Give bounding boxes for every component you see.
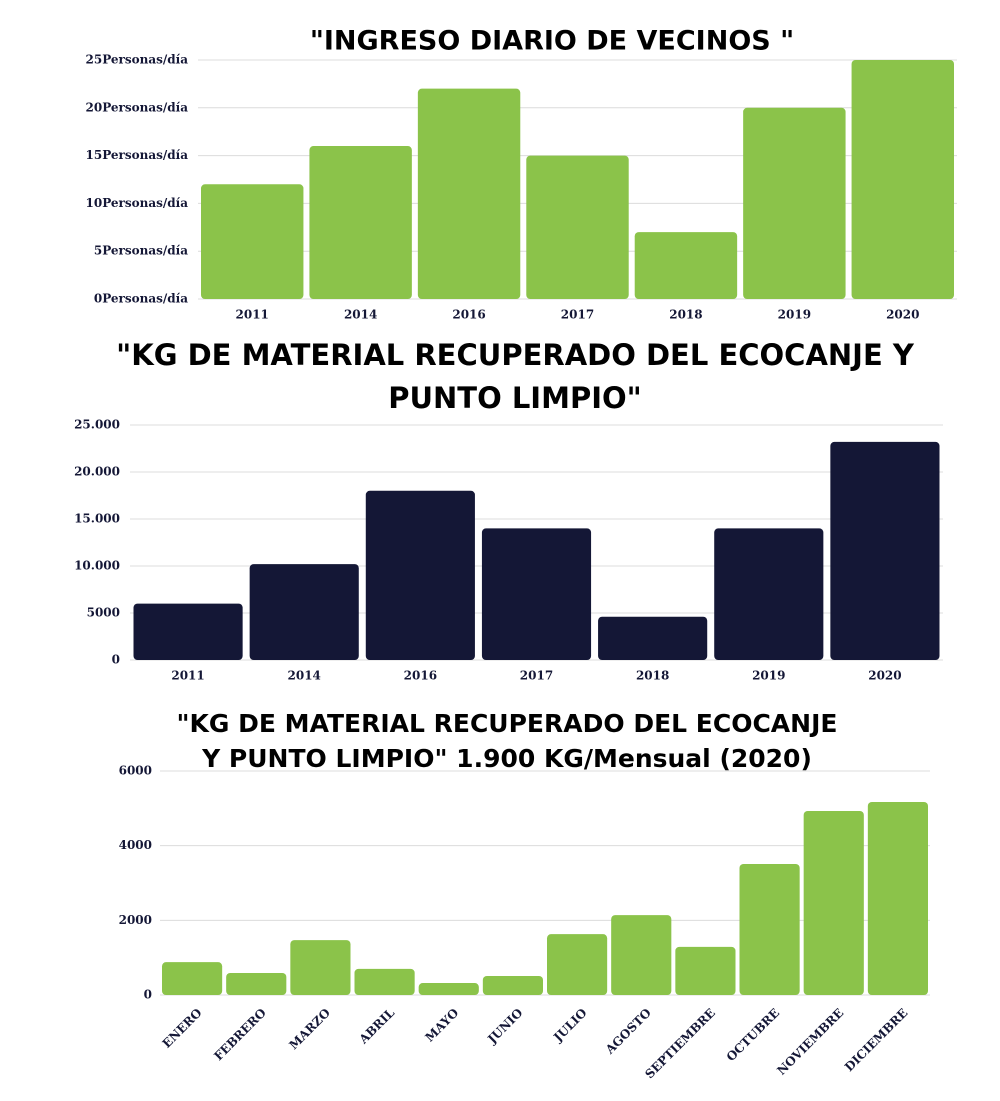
y-tick-label: 10.000 [74,559,120,573]
bar [634,232,738,299]
bar [743,107,846,299]
x-tick-label: 2017 [520,669,553,683]
bar [417,88,521,300]
bar [547,934,608,995]
chart-title: Y PUNTO LIMPIO" 1.900 KG/Mensual (2020) [201,744,812,773]
bar [309,146,412,299]
x-tick-label: ENERO [160,1006,205,1051]
bar [830,441,940,660]
x-tick-label: 2011 [171,669,204,683]
x-tick-label: 2020 [886,308,919,322]
y-tick-label: 5Personas/día [94,244,188,258]
y-tick-label: 5000 [87,606,120,620]
bar [481,528,592,660]
y-tick-label: 15.000 [74,512,120,526]
x-tick-label: OCTUBRE [724,1006,782,1064]
chart: "INGRESO DIARIO DE VECINOS " 0Personas/dí… [86,26,957,322]
y-tick-label: 4000 [119,838,152,852]
x-tick-label: DICIEMBRE [842,1006,911,1075]
x-tick-label: 2019 [752,669,785,683]
x-tick-label: 2018 [636,669,669,683]
x-tick-label: NOVIEMBRE [774,1006,846,1078]
bar [482,975,543,995]
bar [354,968,415,995]
y-tick-label: 15Personas/día [86,148,189,162]
y-tick-label: 10Personas/día [86,196,189,210]
bar [418,983,479,995]
bar [714,528,824,660]
bar [133,603,243,660]
y-tick-label: 20Personas/día [86,100,189,114]
x-tick-label: 2011 [236,308,269,322]
chart-title: "KG DE MATERIAL RECUPERADO DEL ECOCANJE … [116,338,915,372]
chart-title: PUNTO LIMPIO" [388,381,642,415]
y-tick-label: 20.000 [74,465,120,479]
x-tick-label: 2019 [778,308,811,322]
y-tick-label: 25Personas/día [86,53,189,67]
x-tick-label: 2016 [452,308,485,322]
y-tick-label: 0Personas/día [94,292,188,306]
bar [201,184,304,299]
x-tick-label: 2016 [404,669,437,683]
x-tick-label: ABRIL [356,1005,398,1047]
x-tick-label: SEPTIEMBRE [642,1006,718,1082]
chart: "KG DE MATERIAL RECUPERADO DEL ECOCANJE Y… [119,709,930,1081]
x-tick-label: MAYO [422,1006,461,1045]
y-tick-label: 6000 [119,764,152,778]
x-tick-label: JUNIO [484,1006,525,1047]
bar [611,915,672,995]
bar [162,962,223,995]
bar [739,863,800,995]
bar [851,60,954,299]
chart-title: "KG DE MATERIAL RECUPERADO DEL ECOCANJE [177,709,838,738]
bar [290,940,351,995]
x-tick-label: FEBRERO [211,1006,269,1064]
bar [803,810,864,995]
bar [226,972,287,995]
chart: "KG DE MATERIAL RECUPERADO DEL ECOCANJE … [74,338,943,683]
bar [598,616,708,660]
y-tick-label: 2000 [119,913,152,927]
x-tick-label: JULIO [550,1006,589,1045]
y-tick-label: 25.000 [74,418,120,432]
chart-title: "INGRESO DIARIO DE VECINOS " [310,26,794,57]
bar [675,946,736,995]
bar [526,155,629,299]
bar [365,490,475,660]
x-tick-label: 2014 [288,669,321,683]
y-tick-label: 0 [144,988,152,1002]
x-tick-label: 2018 [669,308,702,322]
x-tick-label: 2014 [344,308,377,322]
x-tick-label: 2017 [561,308,594,322]
y-tick-label: 0 [112,653,120,667]
bar [867,801,928,995]
x-tick-label: AGOSTO [602,1006,654,1058]
bar [249,564,359,660]
x-tick-label: MARZO [286,1006,333,1053]
x-tick-label: 2020 [868,669,901,683]
